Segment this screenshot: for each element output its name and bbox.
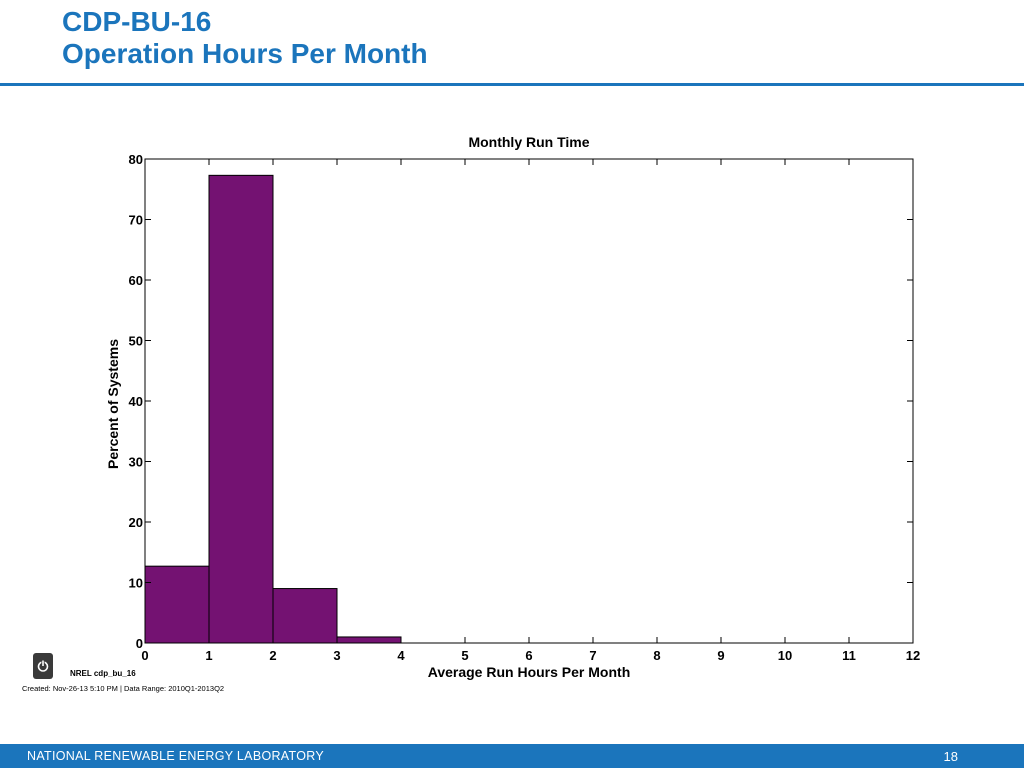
x-tick-label-9: 9: [717, 648, 724, 663]
histogram-bar-1: [208, 174, 274, 644]
x-tick-label-11: 11: [842, 648, 856, 663]
histogram-bar-3: [336, 636, 402, 644]
x-tick-label-7: 7: [589, 648, 596, 663]
x-tick-label-0: 0: [141, 648, 148, 663]
y-tick-label-5: 50: [129, 334, 143, 349]
histogram-chart: Monthly Run Time Percent of Systems Aver…: [105, 134, 921, 680]
power-icon: [33, 653, 53, 679]
x-tick-label-1: 1: [205, 648, 212, 663]
y-tick-label-8: 80: [129, 152, 143, 167]
plot-frame: [144, 158, 914, 644]
x-tick-label-12: 12: [906, 648, 920, 663]
x-tick-label-4: 4: [397, 648, 405, 663]
x-tick-label-3: 3: [333, 648, 340, 663]
y-tick-label-3: 30: [129, 455, 143, 470]
histogram-bar-2: [272, 588, 338, 644]
y-tick-label-7: 70: [129, 213, 143, 228]
chart-title: Monthly Run Time: [468, 134, 589, 150]
slide-title: CDP-BU-16 Operation Hours Per Month: [62, 6, 428, 70]
x-axis-label: Average Run Hours Per Month: [428, 664, 631, 680]
y-tick-label-0: 0: [136, 636, 143, 651]
x-tick-label-6: 6: [525, 648, 532, 663]
x-tick-label-10: 10: [778, 648, 792, 663]
y-tick-label-2: 20: [129, 515, 143, 530]
y-axis-label: Percent of Systems: [105, 339, 121, 469]
slide-title-line-1: CDP-BU-16: [62, 6, 212, 37]
page-number: 18: [943, 749, 958, 764]
x-tick-label-5: 5: [461, 648, 468, 663]
nrel-chart-id: NREL cdp_bu_16: [70, 669, 136, 678]
y-tick-label-4: 40: [129, 394, 143, 409]
histogram-bar-0: [144, 565, 210, 644]
x-tick-label-8: 8: [653, 648, 660, 663]
footer-organization: NATIONAL RENEWABLE ENERGY LABORATORY: [27, 749, 324, 763]
created-info: Created: Nov-26-13 5:10 PM | Data Range:…: [22, 684, 225, 693]
slide-title-line-2: Operation Hours Per Month: [62, 38, 428, 69]
title-divider: [0, 83, 1024, 86]
bars-layer: [144, 174, 402, 644]
x-tick-label-2: 2: [269, 648, 276, 663]
y-tick-label-6: 60: [129, 273, 143, 288]
y-tick-label-1: 10: [129, 576, 143, 591]
footer-bar: NATIONAL RENEWABLE ENERGY LABORATORY 18: [0, 744, 1024, 768]
